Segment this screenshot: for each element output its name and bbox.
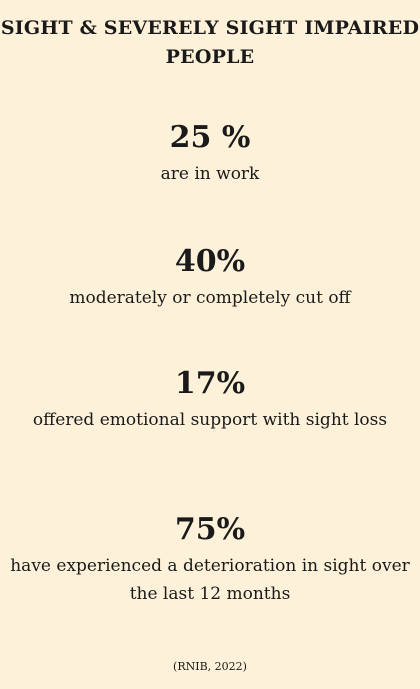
stat-label: offered emotional support with sight los… [32, 410, 388, 430]
stat-value: 75% [174, 512, 246, 547]
stat-value: 40% [174, 244, 246, 279]
page-title: SIGHT & SEVERELY SIGHT IMPAIRED PEOPLE [0, 17, 420, 68]
stat-value: 17% [174, 366, 246, 401]
stat-cut-off: 40% moderately or completely cut off [10, 244, 410, 312]
source-citation: (RNIB, 2022) [173, 660, 247, 673]
stat-emotional-support: 17% offered emotional support with sight… [10, 366, 410, 434]
stat-value: 25 % [169, 120, 251, 155]
stat-deterioration: 75% have experienced a deterioration in … [10, 512, 410, 608]
stat-label: are in work [160, 164, 260, 184]
stat-label: moderately or completely cut off [69, 288, 351, 308]
stat-label: have experienced a deterioration in sigh… [10, 556, 410, 604]
stat-in-work: 25 % are in work [10, 120, 410, 188]
